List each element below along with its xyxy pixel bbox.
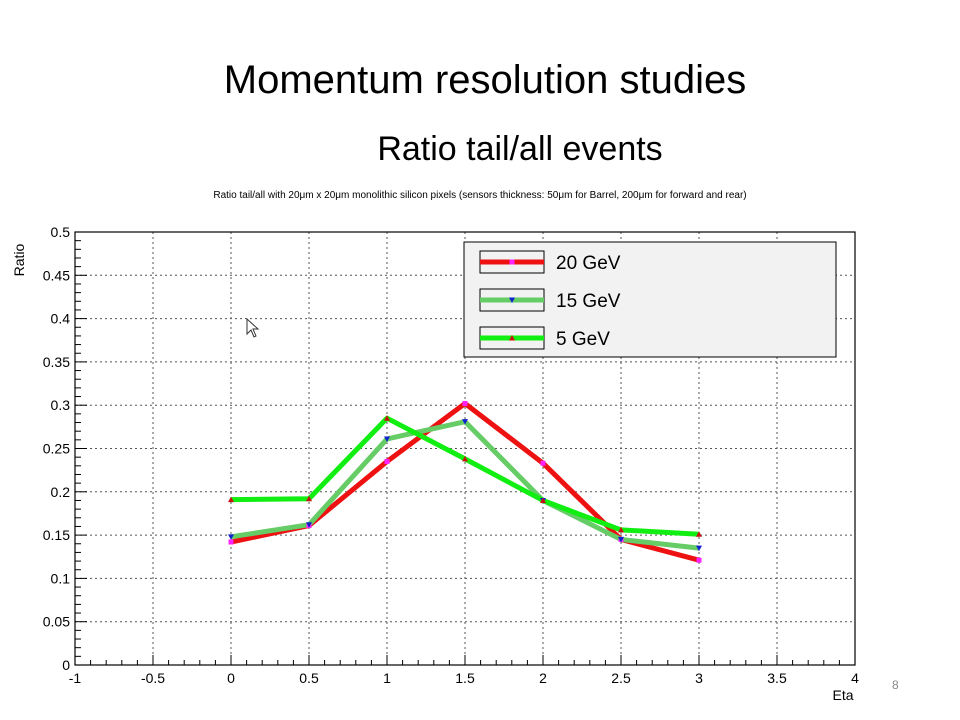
legend-label: 15 GeV [556, 291, 621, 312]
data-point [618, 526, 624, 533]
y-tick-label: 0.35 [43, 354, 70, 370]
x-tick-label: 3 [695, 670, 703, 686]
y-axis-label: Ratio [11, 243, 27, 276]
y-tick-label: 0.5 [51, 224, 71, 240]
y-tick-label: 0.4 [51, 311, 71, 327]
y-tick-label: 0.1 [51, 570, 71, 586]
x-tick-label: 4 [851, 670, 859, 686]
x-tick-label: 2 [539, 670, 547, 686]
y-tick-label: 0 [62, 657, 70, 673]
x-tick-label: 1 [383, 670, 391, 686]
x-tick-label: 3.5 [767, 670, 787, 686]
data-point [540, 460, 546, 466]
x-tick-label: -0.5 [141, 670, 165, 686]
x-tick-label: 0 [227, 670, 235, 686]
data-point [306, 495, 312, 502]
data-point [618, 536, 624, 543]
legend-marker [509, 335, 515, 341]
data-point [228, 539, 234, 545]
legend-marker [509, 259, 515, 265]
legend: 20 GeV 15 GeV 5 GeV [463, 241, 837, 358]
y-tick-label: 0.2 [51, 484, 71, 500]
data-point [384, 436, 390, 442]
legend-marker [509, 297, 515, 303]
legend-label: 5 GeV [556, 329, 610, 350]
x-tick-label: -1 [69, 670, 82, 686]
data-point [696, 531, 702, 537]
data-point [696, 545, 702, 552]
data-point [462, 419, 468, 425]
data-point [228, 496, 234, 503]
slide-subtitle: Ratio tail/all events [377, 130, 663, 168]
slide-title: Momentum resolution studies [223, 58, 747, 102]
data-point [540, 497, 546, 503]
data-point [384, 415, 390, 421]
x-axis-label: Eta [832, 687, 853, 703]
series-markers-2 [228, 415, 702, 537]
data-point [462, 455, 468, 462]
x-tick-label: 1.5 [455, 670, 475, 686]
data-point [696, 557, 702, 563]
data-point [306, 522, 312, 528]
y-tick-label: 0.15 [43, 527, 70, 543]
legend-label: 20 GeV [556, 253, 621, 274]
data-point [228, 534, 234, 540]
x-tick-label: 0.5 [299, 670, 319, 686]
page-number: 8 [892, 678, 899, 692]
plot-frame [74, 231, 856, 666]
mouse-pointer-icon [246, 318, 260, 338]
y-tick-label: 0.05 [43, 614, 70, 630]
data-point [384, 458, 390, 464]
y-tick-label: 0.45 [43, 267, 70, 283]
y-tick-label: 0.25 [43, 441, 70, 457]
y-tick-label: 0.3 [51, 397, 71, 413]
data-point [462, 400, 468, 406]
plot-title: Ratio tail/all with 20μm x 20μm monolith… [213, 190, 747, 201]
x-tick-label: 2.5 [611, 670, 631, 686]
